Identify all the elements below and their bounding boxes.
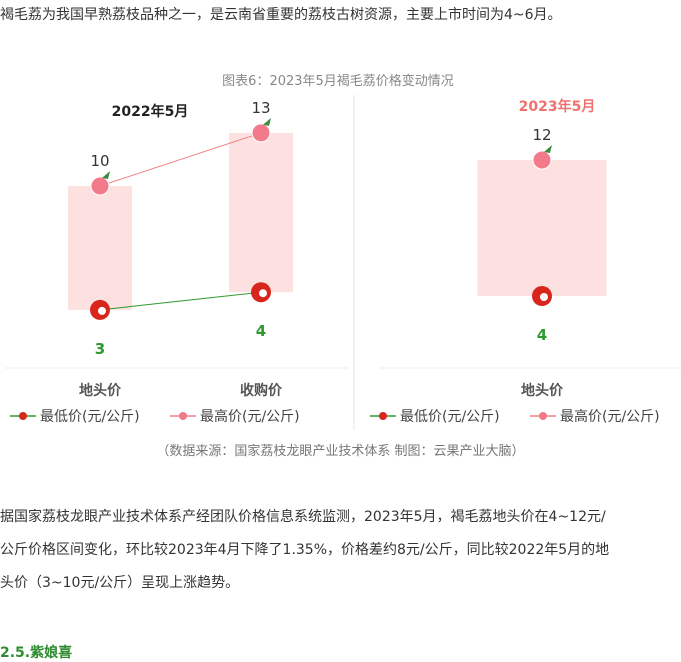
range-bar <box>229 132 293 293</box>
high-series-line <box>99 132 262 187</box>
paragraph-line: 头价（3~10元/公斤）呈现上涨趋势。 <box>0 575 240 591</box>
legend-lychee-icon <box>539 412 547 420</box>
low-value-label: 3 <box>95 340 105 358</box>
panel-label: 2022年5月 <box>112 103 189 120</box>
high-lychee-marker <box>532 150 552 170</box>
high-lychee-marker <box>90 176 110 196</box>
chart-source: （数据来源：国家荔枝龙眼产业技术体系 制图：云果产业大脑） <box>156 444 525 459</box>
leaf-icon <box>544 145 552 153</box>
intro-text: 褐毛荔为我国早熟荔枝品种之一，是云南省重要的荔枝古树资源，主要上市时间为4~6月… <box>0 7 562 23</box>
high-value-label: 13 <box>251 99 270 117</box>
lychee-flesh-icon <box>98 306 106 315</box>
paragraph-line: 据国家荔枝龙眼产业技术体系产经团队价格信息系统监测，2023年5月，褐毛荔地头价… <box>0 509 606 525</box>
chart-title: 图表6：2023年5月褐毛荔价格变动情况 <box>222 73 454 89</box>
range-bar <box>68 186 132 310</box>
category-label: 地头价 <box>79 382 122 399</box>
legend-label: 最高价(元/公斤) <box>200 408 300 425</box>
legend-lychee-icon <box>19 412 27 420</box>
section-heading: 2.5.紫娘喜 <box>0 645 73 661</box>
high-lychee-marker <box>251 123 271 143</box>
paragraph-line: 公斤价格区间变化，环比较2023年4月下降了1.35%，价格差约8元/公斤，同比… <box>0 542 610 558</box>
high-value-label: 12 <box>532 126 551 144</box>
legend-label: 最低价(元/公斤) <box>400 409 500 425</box>
category-label: 收购价 <box>240 382 283 399</box>
leaf-icon <box>263 117 271 126</box>
legend-lychee-icon <box>179 412 187 420</box>
leaf-icon <box>102 171 110 179</box>
category-label: 地头价 <box>521 382 564 399</box>
low-value-label: 4 <box>537 326 547 344</box>
legend-label: 最高价(元/公斤) <box>560 408 660 425</box>
lychee-flesh-icon <box>259 289 267 298</box>
high-value-label: 10 <box>90 152 109 170</box>
low-value-label: 4 <box>256 322 266 340</box>
low-series-line <box>99 291 262 311</box>
legend-label: 最低价(元/公斤) <box>40 409 140 425</box>
panel-label: 2023年5月 <box>519 98 596 115</box>
range-bar <box>477 160 607 296</box>
legend-lychee-icon <box>379 412 387 420</box>
lychee-flesh-icon <box>540 293 548 301</box>
